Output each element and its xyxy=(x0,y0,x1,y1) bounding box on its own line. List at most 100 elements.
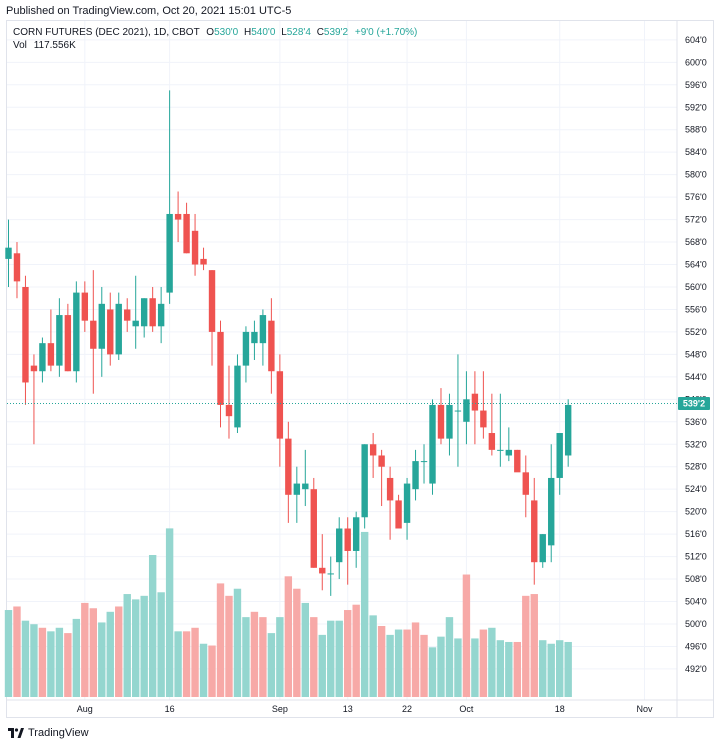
x-tick-label: 13 xyxy=(343,704,353,714)
candle-body xyxy=(39,343,46,372)
volume-bar xyxy=(242,617,250,697)
candle-body xyxy=(480,410,487,428)
volume-bar xyxy=(360,531,369,697)
candle-body xyxy=(336,528,343,563)
footer-brand[interactable]: TradingView xyxy=(8,725,89,741)
volume-bar xyxy=(335,620,343,697)
candle-body xyxy=(208,270,216,332)
candle-body xyxy=(225,404,233,417)
y-tick-label: 500'0 xyxy=(685,619,707,629)
candle-body xyxy=(293,483,301,495)
candle-body xyxy=(217,331,224,405)
y-tick-label: 552'0 xyxy=(685,327,707,337)
volume-bar xyxy=(411,622,420,697)
candle-body xyxy=(386,477,394,501)
x-tick-label: 18 xyxy=(555,704,565,714)
candle-body xyxy=(302,483,309,490)
volume-bar xyxy=(369,615,377,697)
candle-body xyxy=(259,315,267,344)
y-tick-label: 544'0 xyxy=(685,372,707,382)
legend-change: +9'0 (+1.70%) xyxy=(354,27,418,38)
candle-body xyxy=(22,286,29,383)
y-tick-label: 600'0 xyxy=(685,57,707,67)
volume-bar xyxy=(462,574,471,697)
volume-bar xyxy=(377,626,386,697)
volume-bar xyxy=(81,602,89,697)
volume-bar xyxy=(98,622,106,697)
volume-bar xyxy=(496,640,505,697)
volume-bar xyxy=(556,640,564,697)
y-tick-label: 508'0 xyxy=(685,574,707,584)
volume-bar xyxy=(38,627,47,697)
y-tick-label: 504'0 xyxy=(685,597,707,607)
candle-body xyxy=(488,433,496,450)
y-tick-label: 560'0 xyxy=(685,282,707,292)
legend-close-value: 539'2 xyxy=(323,27,349,38)
last-price-label: 539'2 xyxy=(683,399,705,409)
x-tick-label: Nov xyxy=(636,704,653,714)
candle-body xyxy=(344,528,351,551)
volume-bar xyxy=(216,583,225,697)
volume-bar xyxy=(55,627,64,697)
volume-bar xyxy=(89,608,97,697)
candle-body xyxy=(285,438,292,495)
volume-bar xyxy=(225,595,233,697)
candle-body xyxy=(327,573,334,575)
candle-body xyxy=(556,433,563,478)
candle-body xyxy=(319,567,326,574)
volume-bar xyxy=(72,618,81,697)
volume-bar xyxy=(445,617,454,697)
y-tick-label: 596'0 xyxy=(685,80,707,90)
legend-symbol: CORN FUTURES (DEC 2021), 1D, CBOT xyxy=(13,27,200,38)
x-tick-label: 16 xyxy=(165,704,175,714)
y-tick-label: 524'0 xyxy=(685,484,707,494)
footer-brand-label: TradingView xyxy=(28,727,89,739)
y-tick-label: 512'0 xyxy=(685,552,707,562)
candle-body xyxy=(115,303,122,355)
candle-body xyxy=(30,365,38,372)
candle-body xyxy=(514,449,521,473)
volume-bar xyxy=(539,640,547,697)
volume-bar xyxy=(30,624,38,697)
y-tick-label: 520'0 xyxy=(685,507,707,517)
volume-bar xyxy=(564,641,572,697)
volume-legend: Vol 117.556K xyxy=(13,40,76,51)
legend-low-value: 528'4 xyxy=(286,27,311,38)
candle-body xyxy=(183,213,190,254)
volume-bar xyxy=(352,604,360,697)
candle-body xyxy=(539,534,546,563)
candle-body xyxy=(352,517,360,551)
volume-bar xyxy=(310,617,318,697)
candle-body xyxy=(412,461,419,490)
candle-body xyxy=(191,230,199,265)
volume-bar xyxy=(301,602,309,697)
candle-body xyxy=(98,303,105,349)
candle-body xyxy=(471,393,479,411)
candle-body xyxy=(166,213,173,293)
candle-body xyxy=(90,320,97,349)
candle-body xyxy=(73,292,80,372)
y-tick-label: 556'0 xyxy=(685,304,707,314)
y-tick-label: 516'0 xyxy=(685,529,707,539)
candle-body xyxy=(56,315,63,366)
candle-body xyxy=(369,444,377,456)
volume-bar xyxy=(293,588,301,697)
volume-bar xyxy=(208,645,216,697)
legend-high-label: H xyxy=(244,27,252,38)
volume-bar xyxy=(115,606,123,697)
candle-body xyxy=(157,303,165,327)
candle-body xyxy=(395,500,402,529)
volume-bar xyxy=(106,611,114,697)
volume-bar xyxy=(182,631,191,697)
volume-bar xyxy=(233,588,242,697)
y-tick-label: 496'0 xyxy=(685,641,707,651)
candle-body xyxy=(124,309,131,321)
volume-bar xyxy=(276,617,284,697)
candle-body xyxy=(454,410,462,412)
chart-legend: CORN FUTURES (DEC 2021), 1D, CBOT O530'0… xyxy=(13,27,417,38)
candle-body xyxy=(378,455,385,467)
y-tick-label: 580'0 xyxy=(685,170,707,180)
volume-bar xyxy=(165,528,174,697)
volume-bar xyxy=(428,647,437,697)
